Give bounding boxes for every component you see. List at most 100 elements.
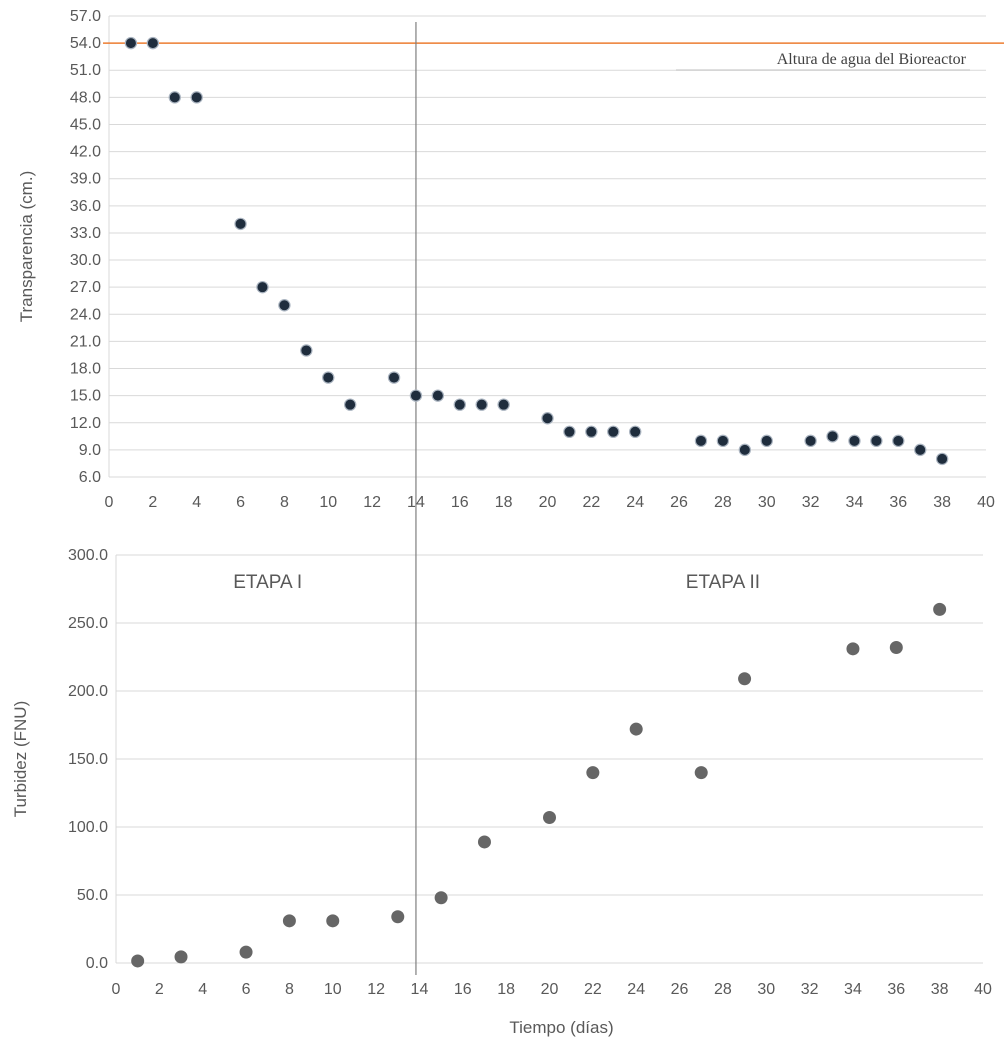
transparency-chart-y-tick-label: 27.0 xyxy=(70,279,101,296)
turbidity-chart-data-point xyxy=(629,722,643,736)
transparency-chart-y-tick-label: 42.0 xyxy=(70,144,101,161)
turbidity-chart-y-tick-label: 200.0 xyxy=(68,683,108,700)
transparency-chart-data-point xyxy=(694,434,708,448)
transparency-chart-y-tick-label: 24.0 xyxy=(70,306,101,323)
turbidity-chart-data-point xyxy=(326,914,340,928)
turbidity-chart-data-point xyxy=(391,910,405,924)
transparency-chart-data-point xyxy=(585,425,598,439)
turbidity-chart-x-tick-label: 36 xyxy=(887,981,905,998)
transparency-chart-data-point xyxy=(826,430,839,443)
turbidity-chart-stage-label: ETAPA I xyxy=(233,572,302,593)
transparency-chart-data-point xyxy=(760,434,773,448)
turbidity-chart-x-tick-label: 18 xyxy=(497,981,515,998)
turbidity-chart-y-tick-label: 250.0 xyxy=(68,615,108,632)
turbidity-chart-x-tick-label: 2 xyxy=(155,981,164,998)
transparency-chart-data-point xyxy=(124,36,138,50)
turbidity-chart-y-tick-label: 0.0 xyxy=(86,955,108,972)
transparency-chart-x-tick-label: 0 xyxy=(105,494,114,511)
lines-layer xyxy=(103,22,1004,975)
transparency-chart-x-tick-label: 18 xyxy=(495,494,513,511)
turbidity-chart-x-tick-label: 28 xyxy=(714,981,732,998)
transparency-chart-data-point xyxy=(168,91,181,104)
transparency-chart-x-tick-label: 12 xyxy=(363,494,381,511)
turbidity-chart-x-tick-label: 22 xyxy=(584,981,602,998)
turbidity-chart-data-point xyxy=(131,954,145,968)
transparency-chart-data-point xyxy=(322,371,335,384)
turbidity-chart-x-tick-label: 24 xyxy=(627,981,645,998)
turbidity-chart-x-tick-label: 26 xyxy=(671,981,689,998)
turbidity-chart-data-point xyxy=(694,766,708,780)
transparency-chart-data-point xyxy=(431,389,445,402)
transparency-chart-x-tick-label: 32 xyxy=(802,494,820,511)
transparency-chart-data-point xyxy=(804,434,817,448)
turbidity-chart-x-tick-label: 8 xyxy=(285,981,294,998)
turbidity-chart-x-tick-label: 30 xyxy=(757,981,775,998)
turbidity-chart-data-point xyxy=(846,642,860,656)
transparency-chart-y-tick-label: 12.0 xyxy=(70,415,101,432)
turbidity-chart-x-tick-label: 32 xyxy=(801,981,819,998)
transparency-chart-x-tick-label: 38 xyxy=(933,494,951,511)
turbidity-chart-x-tick-label: 12 xyxy=(367,981,385,998)
transparency-chart-y-tick-label: 48.0 xyxy=(70,89,101,106)
transparency-chart-data-point xyxy=(870,434,883,448)
transparency-chart-x-tick-label: 14 xyxy=(407,494,425,511)
transparency-chart-x-tick-label: 34 xyxy=(846,494,864,511)
turbidity-chart-data-point xyxy=(282,914,296,928)
transparency-chart-data-point xyxy=(146,36,160,50)
transparency-chart-y-tick-label: 51.0 xyxy=(70,62,101,79)
transparency-chart-y-tick-label: 57.0 xyxy=(70,8,101,25)
transparency-chart-y-tick-label: 36.0 xyxy=(70,198,101,215)
transparency-chart-data-point xyxy=(475,398,488,411)
transparency-chart-data-point xyxy=(848,434,861,448)
turbidity-chart-data-point xyxy=(889,640,903,654)
transparency-chart-y-tick-label: 6.0 xyxy=(79,469,101,486)
grid-layer xyxy=(108,15,986,964)
points-layer xyxy=(124,36,949,968)
transparency-chart-x-tick-label: 24 xyxy=(626,494,644,511)
turbidity-chart-x-tick-label: 38 xyxy=(931,981,949,998)
transparency-chart-x-tick-label: 10 xyxy=(319,494,337,511)
transparency-chart-data-point xyxy=(563,425,576,439)
turbidity-chart-data-point xyxy=(543,810,556,824)
transparency-chart-data-point xyxy=(935,452,949,466)
transparency-chart-data-point xyxy=(738,443,752,457)
turbidity-chart-x-tick-label: 0 xyxy=(112,981,121,998)
turbidity-chart-x-tick-label: 20 xyxy=(541,981,559,998)
transparency-chart-data-point xyxy=(914,443,927,457)
transparency-chart-data-point xyxy=(300,344,313,357)
transparency-chart-y-tick-label: 21.0 xyxy=(70,333,101,350)
transparency-chart-data-point xyxy=(387,371,401,384)
transparency-chart-y-tick-label: 45.0 xyxy=(70,116,101,133)
turbidity-chart-y-axis-title: Turbidez (FNU) xyxy=(11,701,30,818)
transparency-chart-data-point xyxy=(541,412,554,425)
transparency-chart-x-tick-label: 6 xyxy=(236,494,245,511)
turbidity-chart-y-tick-label: 50.0 xyxy=(77,887,108,904)
turbidity-chart-x-axis-title: Tiempo (días) xyxy=(509,1018,613,1037)
turbidity-chart-x-tick-label: 34 xyxy=(844,981,862,998)
turbidity-chart-stage-label: ETAPA II xyxy=(686,572,760,593)
transparency-chart-y-tick-label: 39.0 xyxy=(70,171,101,188)
transparency-chart-data-point xyxy=(278,299,291,312)
transparency-chart-x-tick-label: 4 xyxy=(192,494,201,511)
turbidity-chart-data-point xyxy=(933,602,947,616)
transparency-chart-x-tick-label: 22 xyxy=(582,494,600,511)
turbidity-chart-data-point xyxy=(586,766,600,780)
transparency-chart-x-tick-label: 36 xyxy=(889,494,907,511)
transparency-chart-y-tick-label: 15.0 xyxy=(70,388,101,405)
transparency-chart-y-tick-label: 9.0 xyxy=(79,442,101,459)
transparency-chart-x-tick-label: 2 xyxy=(148,494,157,511)
transparency-chart-data-point xyxy=(234,217,247,231)
turbidity-chart-data-point xyxy=(434,891,448,905)
transparency-chart-x-tick-label: 8 xyxy=(280,494,289,511)
transparency-chart-x-tick-label: 16 xyxy=(451,494,469,511)
turbidity-chart-x-tick-label: 40 xyxy=(974,981,992,998)
turbidity-chart-x-tick-label: 6 xyxy=(242,981,251,998)
turbidity-chart-data-point xyxy=(239,945,253,959)
transparency-chart-data-point xyxy=(497,398,510,411)
transparency-chart-data-point xyxy=(343,398,357,411)
transparency-chart-x-tick-label: 28 xyxy=(714,494,732,511)
transparency-chart-data-point xyxy=(190,91,203,104)
turbidity-chart-x-tick-label: 14 xyxy=(411,981,429,998)
transparency-chart-y-tick-label: 33.0 xyxy=(70,225,101,242)
